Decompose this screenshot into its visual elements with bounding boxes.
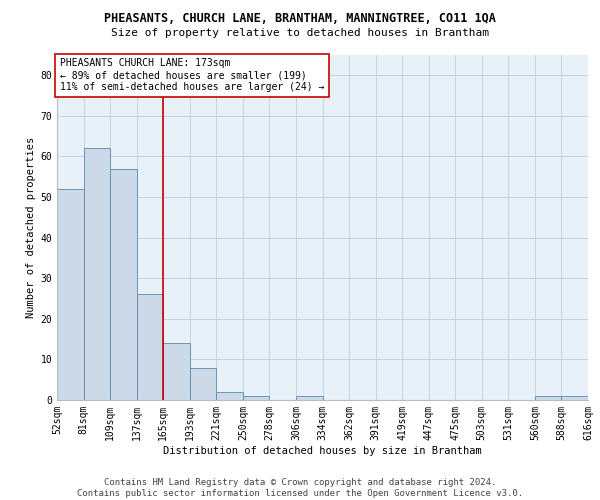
Bar xyxy=(190,368,217,400)
Bar xyxy=(243,396,269,400)
Bar xyxy=(163,343,190,400)
Text: PHEASANTS CHURCH LANE: 173sqm
← 89% of detached houses are smaller (199)
11% of : PHEASANTS CHURCH LANE: 173sqm ← 89% of d… xyxy=(59,58,324,92)
Bar xyxy=(296,396,323,400)
Text: Size of property relative to detached houses in Brantham: Size of property relative to detached ho… xyxy=(111,28,489,38)
Bar xyxy=(57,189,83,400)
Bar xyxy=(137,294,163,400)
Bar xyxy=(83,148,110,400)
Bar xyxy=(217,392,243,400)
Text: PHEASANTS, CHURCH LANE, BRANTHAM, MANNINGTREE, CO11 1QA: PHEASANTS, CHURCH LANE, BRANTHAM, MANNIN… xyxy=(104,12,496,26)
X-axis label: Distribution of detached houses by size in Brantham: Distribution of detached houses by size … xyxy=(163,446,482,456)
Bar xyxy=(110,168,137,400)
Text: Contains HM Land Registry data © Crown copyright and database right 2024.
Contai: Contains HM Land Registry data © Crown c… xyxy=(77,478,523,498)
Y-axis label: Number of detached properties: Number of detached properties xyxy=(26,137,36,318)
Bar xyxy=(562,396,588,400)
Bar xyxy=(535,396,562,400)
